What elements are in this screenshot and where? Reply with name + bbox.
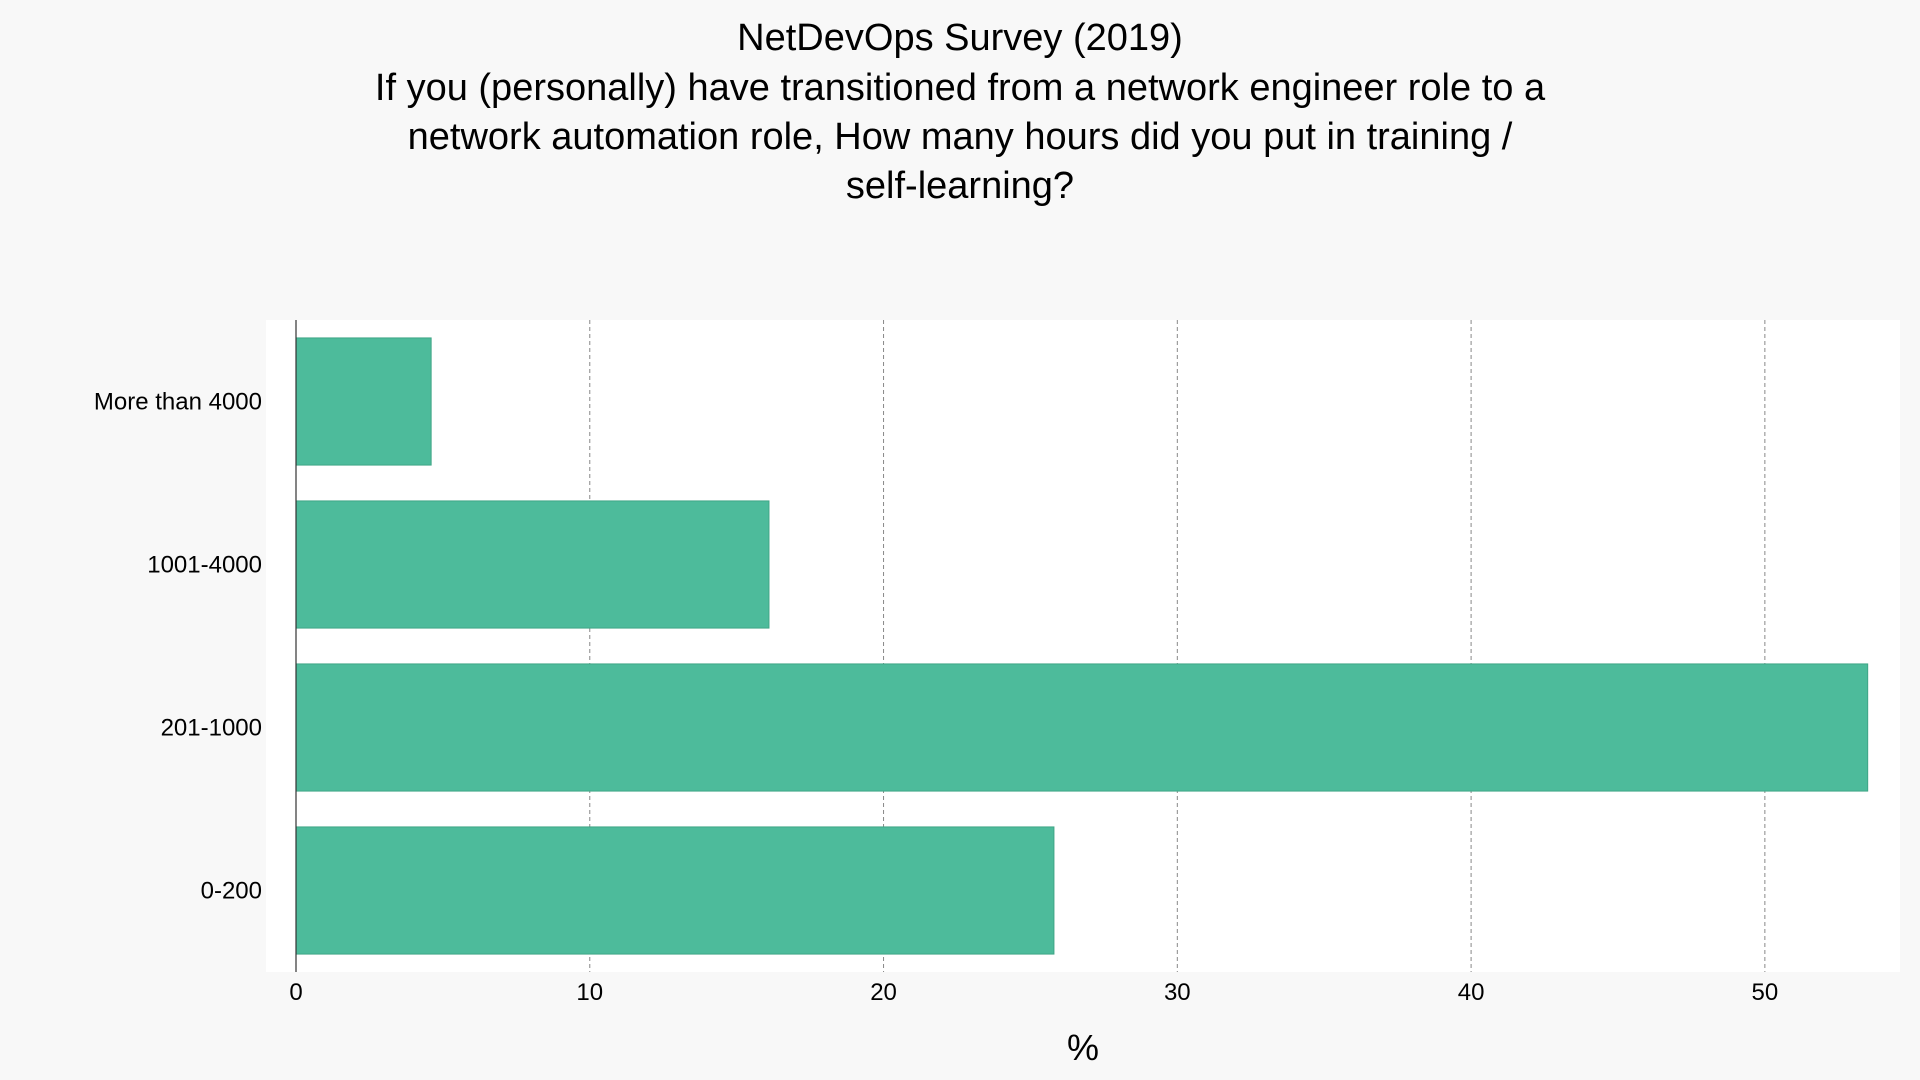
y-tick-label: 201-1000 — [161, 715, 262, 742]
y-tick-labels: More than 4000 1001-4000 201-1000 0-200 — [94, 389, 262, 905]
chart-subtitle-line-3: self-learning? — [846, 165, 1074, 207]
bar-more-than-4000 — [295, 337, 432, 466]
chart-title: NetDevOps Survey (2019) — [737, 17, 1183, 59]
x-tick-label: 40 — [1458, 979, 1485, 1006]
y-tick-label: More than 4000 — [94, 389, 262, 416]
grid-lines — [589, 320, 1766, 972]
y-tick-label: 1001-4000 — [147, 552, 262, 579]
chart-subtitle-line-2: network automation role, How many hours … — [408, 116, 1513, 158]
x-tick-label: 30 — [1164, 979, 1191, 1006]
y-tick-label: 0-200 — [201, 878, 262, 905]
bars — [295, 337, 1869, 955]
x-tick-label: 20 — [870, 979, 897, 1006]
bar-201-1000 — [295, 663, 1869, 792]
x-tick-label: 50 — [1752, 979, 1779, 1006]
x-tick-label: 10 — [576, 979, 603, 1006]
x-tick-labels: 0 10 20 30 40 50 — [289, 979, 1778, 1006]
bar-1001-4000 — [295, 500, 770, 629]
chart-subtitle-line-1: If you (personally) have transitioned fr… — [375, 67, 1546, 109]
x-axis-title: % — [1067, 1027, 1099, 1068]
bar-0-200 — [295, 826, 1055, 955]
x-tick-label: 0 — [289, 979, 302, 1006]
